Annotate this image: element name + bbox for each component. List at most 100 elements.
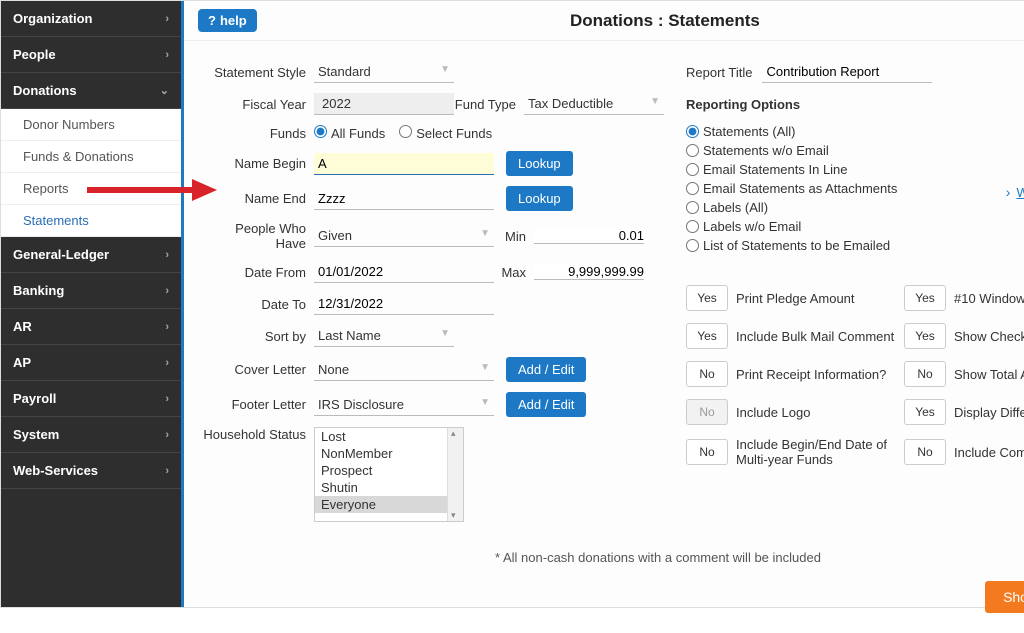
toggle-check-nums[interactable]: Yes — [904, 323, 946, 349]
chevron-right-icon: › — [165, 249, 169, 261]
select-footer-letter[interactable]: IRS Disclosure▼ — [314, 394, 494, 416]
chevron-right-icon: › — [165, 357, 169, 369]
nav-donations[interactable]: Donations⌄ — [1, 73, 181, 109]
toggle-grid: Yes Print Pledge Amount Yes #10 Window Env… — [686, 285, 1024, 467]
toggle-include-comments[interactable]: No — [904, 439, 946, 465]
household-status-listbox[interactable]: Lost NonMember Prospect Shutin Everyone — [314, 427, 464, 522]
label-receipt-info: Print Receipt Information? — [736, 367, 896, 382]
toggle-begin-end-date[interactable]: No — [686, 439, 728, 465]
select-people-who-have[interactable]: Given▼ — [314, 225, 494, 247]
question-icon: ? — [208, 13, 216, 28]
label-min: Min — [494, 229, 534, 244]
select-statement-style[interactable]: Standard▼ — [314, 61, 454, 83]
toggle-total-periods[interactable]: No — [904, 361, 946, 387]
list-item[interactable]: NonMember — [315, 445, 463, 462]
toggle-display-diff[interactable]: Yes — [904, 399, 946, 425]
chevron-right-icon: › — [165, 49, 169, 61]
label-include-logo: Include Logo — [736, 405, 896, 420]
lookup-name-begin-button[interactable]: Lookup — [506, 151, 573, 176]
arrow-right-icon: › — [1006, 184, 1011, 200]
radio-list-emailed[interactable]: List of Statements to be Emailed — [686, 238, 1006, 253]
toggle-receipt-info[interactable]: No — [686, 361, 728, 387]
help-button[interactable]: ?help — [198, 9, 257, 32]
radio-email-attachments[interactable]: Email Statements as Attachments — [686, 181, 1006, 196]
chevron-right-icon: › — [165, 321, 169, 333]
radio-labels-all[interactable]: Labels (All) — [686, 200, 1006, 215]
sidebar-item-statements[interactable]: Statements — [1, 205, 181, 237]
radio-select-funds[interactable]: Select Funds — [399, 125, 492, 141]
sidebar: Organization› People› Donations⌄ Donor N… — [1, 1, 181, 607]
nav-system[interactable]: System› — [1, 417, 181, 453]
add-edit-cover-button[interactable]: Add / Edit — [506, 357, 586, 382]
label-statement-style: Statement Style — [202, 65, 314, 80]
label-footer-letter: Footer Letter — [202, 397, 314, 412]
radio-statements-all[interactable]: Statements (All) — [686, 124, 1006, 139]
nav-payroll[interactable]: Payroll› — [1, 381, 181, 417]
label-total-periods: Show Total All Periods — [954, 367, 1024, 382]
nav-general-ledger[interactable]: General-Ledger› — [1, 237, 181, 273]
list-item[interactable]: Shutin — [315, 479, 463, 496]
name-begin-input[interactable] — [314, 153, 494, 175]
chevron-right-icon: › — [165, 429, 169, 441]
label-window-env: #10 Window Env — [954, 291, 1024, 306]
date-to-input[interactable] — [314, 293, 494, 315]
select-fund-type[interactable]: Tax Deductible▼ — [524, 93, 664, 115]
add-edit-footer-button[interactable]: Add / Edit — [506, 392, 586, 417]
list-item[interactable]: Lost — [315, 428, 463, 445]
nav-banking[interactable]: Banking› — [1, 273, 181, 309]
label-name-begin: Name Begin — [202, 156, 314, 171]
label-funds: Funds — [202, 126, 314, 141]
nav-ap[interactable]: AP› — [1, 345, 181, 381]
chevron-right-icon: › — [165, 13, 169, 25]
radio-statements-wo-email[interactable]: Statements w/o Email — [686, 143, 1006, 158]
label-cover-letter: Cover Letter — [202, 362, 314, 377]
chevron-right-icon: › — [165, 465, 169, 477]
label-report-title: Report Title — [686, 65, 752, 80]
radio-labels-wo-email[interactable]: Labels w/o Email — [686, 219, 1006, 234]
footnote: * All non-cash donations with a comment … — [184, 542, 1024, 569]
label-display-diff: Display Difference — [954, 405, 1024, 420]
label-max: Max — [494, 265, 534, 280]
nav-ar[interactable]: AR› — [1, 309, 181, 345]
toggle-bulk-mail[interactable]: Yes — [686, 323, 728, 349]
page-title: Donations : Statements — [257, 11, 1024, 31]
reporting-options-title: Reporting Options — [686, 97, 1024, 112]
chevron-down-icon: ⌄ — [160, 84, 169, 97]
nav-web-services[interactable]: Web-Services› — [1, 453, 181, 489]
who-gets-these-link[interactable]: Who gets these? — [1016, 185, 1024, 200]
chevron-right-icon: › — [165, 285, 169, 297]
nav-organization[interactable]: Organization› — [1, 1, 181, 37]
select-sort-by[interactable]: Last Name▼ — [314, 325, 454, 347]
max-input[interactable] — [534, 264, 644, 280]
scrollbar[interactable] — [447, 428, 463, 521]
sidebar-item-funds-donations[interactable]: Funds & Donations — [1, 141, 181, 173]
list-item[interactable]: Prospect — [315, 462, 463, 479]
label-household-status: Household Status — [202, 427, 314, 442]
label-print-pledge: Print Pledge Amount — [736, 291, 896, 306]
radio-email-inline[interactable]: Email Statements In Line — [686, 162, 1006, 177]
label-fiscal-year: Fiscal Year — [202, 97, 314, 112]
show-report-button[interactable]: Show Report — [985, 581, 1024, 613]
min-input[interactable] — [534, 228, 644, 244]
label-date-to: Date To — [202, 297, 314, 312]
sidebar-item-donor-numbers[interactable]: Donor Numbers — [1, 109, 181, 141]
toggle-window-env[interactable]: Yes — [904, 285, 946, 311]
list-item[interactable]: Everyone — [315, 496, 463, 513]
name-end-input[interactable] — [314, 188, 494, 210]
label-name-end: Name End — [202, 191, 314, 206]
select-cover-letter[interactable]: None▼ — [314, 359, 494, 381]
chevron-right-icon: › — [165, 393, 169, 405]
form-right: Report Title Reporting Options Statement… — [674, 61, 1024, 532]
toggle-print-pledge[interactable]: Yes — [686, 285, 728, 311]
label-begin-end-date: Include Begin/End Date of Multi-year Fun… — [736, 437, 896, 467]
date-from-input[interactable] — [314, 261, 494, 283]
report-title-input[interactable] — [762, 61, 932, 83]
nav-people[interactable]: People› — [1, 37, 181, 73]
lookup-name-end-button[interactable]: Lookup — [506, 186, 573, 211]
radio-all-funds[interactable]: All Funds — [314, 125, 385, 141]
label-fund-type: Fund Type — [454, 97, 524, 112]
sidebar-item-reports[interactable]: Reports — [1, 173, 181, 205]
label-sort-by: Sort by — [202, 329, 314, 344]
toggle-include-logo: No — [686, 399, 728, 425]
fiscal-year-value: 2022 — [314, 93, 454, 115]
